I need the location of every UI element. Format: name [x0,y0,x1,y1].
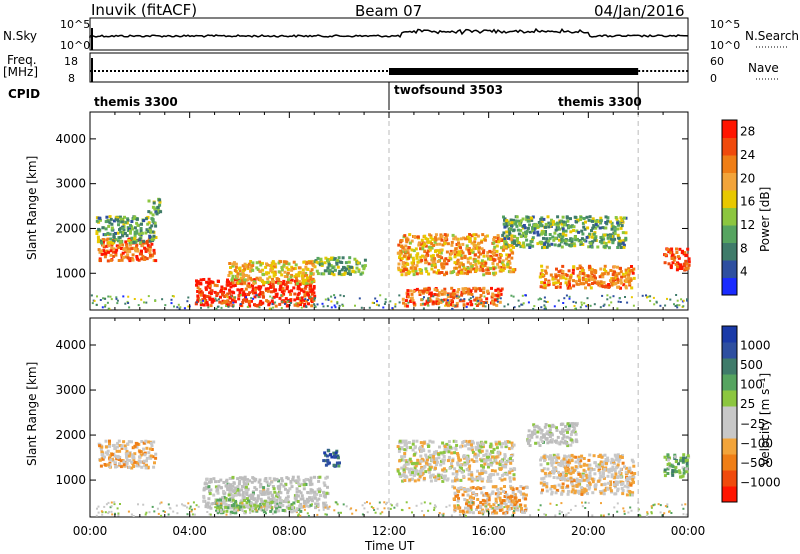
beam-title: Beam 07 [355,2,423,20]
velocity-colorbar-tick-6: −500 [740,456,773,470]
velocity-near-range-noise [95,501,688,517]
power-colorbar-seg-4 [722,207,737,226]
freq-label-line1: Freq. [7,53,37,67]
power-blob-1 [95,215,158,245]
xtick-label-0: 00:00 [73,524,108,538]
power-ytick-label-1: 2000 [55,221,86,235]
velocity-colorbar-seg-4 [722,422,737,439]
power-blob-5 [314,256,367,277]
power-blob-9 [538,264,636,290]
power-colorbar-tick-0: 4 [740,265,748,279]
velocity-colorbar-seg-5 [722,406,737,423]
power-blob-4 [227,259,317,286]
nsky-tick-low: 10^0 [60,39,91,52]
power-colorbar-tick-4: 20 [740,171,755,185]
velocity-colorbar-seg-2 [722,454,737,471]
velocity-colorbar-tick-0: 1000 [740,339,771,353]
velocity-ytick-label-1: 2000 [55,428,86,442]
power-colorbar-seg-6 [722,172,737,191]
power-colorbar-seg-0 [722,277,737,296]
nsky-trace [89,27,689,38]
cpid-segment-2: twofsound 3503 [394,83,503,97]
nave-tick-high: 60 [710,55,724,68]
velocity-colorbar-tick-3: 25 [740,397,755,411]
freq-tick-high: 18 [64,55,78,68]
power-blob-10 [663,247,691,272]
velocity-colorbar-frame [721,325,738,503]
velocity-colorbar-seg-10 [722,326,737,343]
velocity-blob-8 [663,453,691,479]
power-colorbar-seg-2 [722,242,737,261]
nsearch-label: N.Search [745,29,800,43]
nsearch-tick-low: 10^0 [710,39,741,52]
xtick-label-5: 20:00 [571,524,606,538]
velocity-blob-6 [526,422,579,448]
freq-strip [89,52,689,83]
cpid-segment-1: themis 3300 [94,95,178,109]
power-colorbar-tick-3: 16 [740,195,755,209]
velocity-colorbar-tick-1: 500 [740,358,763,372]
velocity-ytick-label-2: 3000 [55,383,86,397]
freq-label-line2: [MHz] [3,65,39,79]
velocity-colorbar-seg-6 [722,390,737,407]
velocity-colorbar-seg-9 [722,342,737,359]
power-ytick-label-0: 1000 [55,266,86,280]
velocity-colorbar-seg-3 [722,438,737,455]
velocity-colorbar-tick-5: −100 [740,436,773,450]
xtick-label-6: 00:00 [671,524,706,538]
power-colorbar-tick-2: 12 [740,218,755,232]
velocity-colorbar-tick-2: 100 [740,378,763,392]
power-near-range-noise [90,294,689,310]
radar-title: Inuvik (fitACF) [91,1,198,19]
power-colorbar-seg-8 [722,137,737,156]
power-colorbar-seg-5 [722,190,737,208]
velocity-blob-0 [97,439,158,470]
cpid-label: CPID [8,87,41,101]
power-blob-8 [501,215,628,250]
power-ytick-label-2: 3000 [55,177,86,191]
nsearch-tick-high: 10^5 [710,18,741,31]
cpid-segment-3: themis 3300 [558,95,642,109]
velocity-colorbar-seg-0 [722,486,737,503]
velocity-colorbar-seg-1 [722,470,737,487]
xtick-label-3: 12:00 [372,524,407,538]
nsky-label: N.Sky [3,29,38,43]
freq-tick-low: 8 [68,72,75,85]
velocity-blob-4 [396,439,517,483]
velocity-blob-7 [539,453,637,497]
velocity-blob-2 [215,498,303,515]
power-colorbar-seg-3 [722,225,737,243]
nave-tick-low: 0 [710,72,717,85]
nsky-tick-high: 10^5 [60,18,91,31]
nave-label: Nave [748,61,779,75]
velocity-colorbar-seg-8 [722,358,737,375]
power-colorbar-seg-9 [722,120,737,138]
xtick-label-4: 16:00 [471,524,506,538]
power-blob-2 [147,197,163,217]
freq-dense-block [389,68,639,75]
power-colorbar-tick-1: 8 [740,241,748,255]
date-title: 04/Jan/2016 [594,2,685,20]
velocity-ytick-label-3: 4000 [55,338,86,352]
velocity-ytick-label-0: 1000 [55,473,86,487]
velocity-colorbar-tick-7: −1000 [740,475,781,489]
power-blob-6 [396,233,517,277]
xtick-label-1: 04:00 [172,524,207,538]
power-colorbar-seg-7 [722,155,737,173]
power-colorbar-seg-1 [722,260,737,278]
power-colorbar-tick-6: 28 [740,125,755,139]
nsky-strip [89,17,689,51]
velocity-colorbar-tick-4: −25 [740,417,765,431]
xtick-label-2: 08:00 [272,524,307,538]
velocity-colorbar-seg-7 [722,374,737,391]
power-ytick-label-3: 4000 [55,132,86,146]
power-blob-0 [97,237,158,263]
velocity-blob-3 [322,448,341,468]
x-axis-label: Time UT [365,539,415,553]
power-colorbar-tick-5: 24 [740,148,755,162]
velocity-blob-5 [451,484,529,515]
power-colorbar-frame [721,119,738,296]
